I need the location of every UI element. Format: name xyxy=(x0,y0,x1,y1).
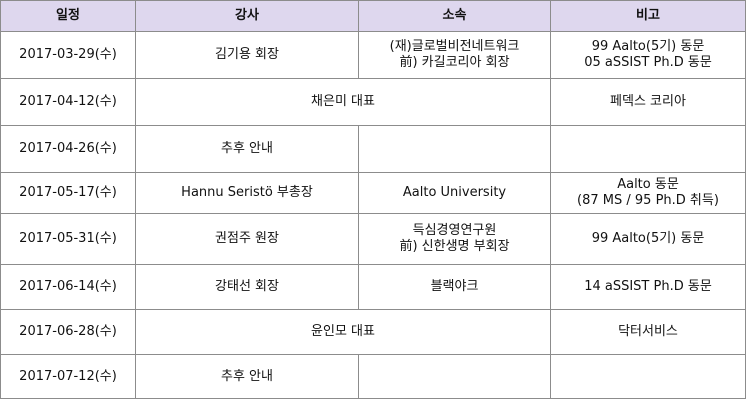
cell-date: 2017-04-26(수) xyxy=(0,125,136,173)
note-line: 05 aSSIST Ph.D 동문 xyxy=(584,55,712,70)
table-row: 2017-05-17(수) Hannu Seristö 부총장 Aalto Un… xyxy=(0,172,746,214)
cell-date: 2017-04-12(수) xyxy=(0,78,136,126)
header-affiliation: 소속 xyxy=(358,0,551,32)
cell-speaker: 채은미 대표 xyxy=(135,78,551,126)
cell-affiliation: (재)글로벌비전네트워크 前) 카길코리아 회장 xyxy=(358,31,551,79)
affiliation-line: 前) 카길코리아 회장 xyxy=(399,55,510,70)
cell-speaker: 김기용 회장 xyxy=(135,31,359,79)
cell-speaker: 강태선 회장 xyxy=(135,264,359,310)
cell-note xyxy=(550,125,746,173)
cell-note: 페덱스 코리아 xyxy=(550,78,746,126)
note-line: 99 Aalto(5기) 동문 xyxy=(591,39,705,54)
cell-speaker: 권점주 원장 xyxy=(135,213,359,265)
cell-date: 2017-06-28(수) xyxy=(0,309,136,355)
header-row: 일정 강사 소속 비고 xyxy=(0,0,746,32)
cell-note xyxy=(550,354,746,399)
table-row: 2017-07-12(수) 추후 안내 xyxy=(0,354,746,399)
table-row: 2017-05-31(수) 권점주 원장 득심경영연구원 前) 신한생명 부회장… xyxy=(0,213,746,265)
table-row: 2017-03-29(수) 김기용 회장 (재)글로벌비전네트워크 前) 카길코… xyxy=(0,31,746,79)
cell-speaker: Hannu Seristö 부총장 xyxy=(135,172,359,214)
note-line: (87 MS / 95 Ph.D 취득) xyxy=(577,193,719,208)
cell-date: 2017-06-14(수) xyxy=(0,264,136,310)
table-row: 2017-06-14(수) 강태선 회장 블랙야크 14 aSSIST Ph.D… xyxy=(0,264,746,310)
table-row: 2017-04-26(수) 추후 안내 xyxy=(0,125,746,173)
cell-affiliation: Aalto University xyxy=(358,172,551,214)
cell-speaker: 추후 안내 xyxy=(135,125,359,173)
cell-date: 2017-03-29(수) xyxy=(0,31,136,79)
cell-affiliation xyxy=(358,354,551,399)
cell-affiliation: 블랙야크 xyxy=(358,264,551,310)
cell-note: 14 aSSIST Ph.D 동문 xyxy=(550,264,746,310)
cell-speaker: 윤인모 대표 xyxy=(135,309,551,355)
cell-speaker: 추후 안내 xyxy=(135,354,359,399)
cell-note: 닥터서비스 xyxy=(550,309,746,355)
header-speaker: 강사 xyxy=(135,0,359,32)
header-note: 비고 xyxy=(550,0,746,32)
cell-note: 99 Aalto(5기) 동문 05 aSSIST Ph.D 동문 xyxy=(550,31,746,79)
cell-note: Aalto 동문 (87 MS / 95 Ph.D 취득) xyxy=(550,172,746,214)
table-row: 2017-06-28(수) 윤인모 대표 닥터서비스 xyxy=(0,309,746,355)
cell-date: 2017-05-17(수) xyxy=(0,172,136,214)
cell-affiliation xyxy=(358,125,551,173)
table-row: 2017-04-12(수) 채은미 대표 페덱스 코리아 xyxy=(0,78,746,126)
note-line: Aalto 동문 xyxy=(617,177,679,192)
cell-date: 2017-07-12(수) xyxy=(0,354,136,399)
affiliation-line: (재)글로벌비전네트워크 xyxy=(389,39,520,54)
header-date: 일정 xyxy=(0,0,136,32)
affiliation-line: 前) 신한생명 부회장 xyxy=(399,239,510,254)
cell-date: 2017-05-31(수) xyxy=(0,213,136,265)
affiliation-line: 득심경영연구원 xyxy=(412,223,497,238)
cell-affiliation: 득심경영연구원 前) 신한생명 부회장 xyxy=(358,213,551,265)
cell-note: 99 Aalto(5기) 동문 xyxy=(550,213,746,265)
